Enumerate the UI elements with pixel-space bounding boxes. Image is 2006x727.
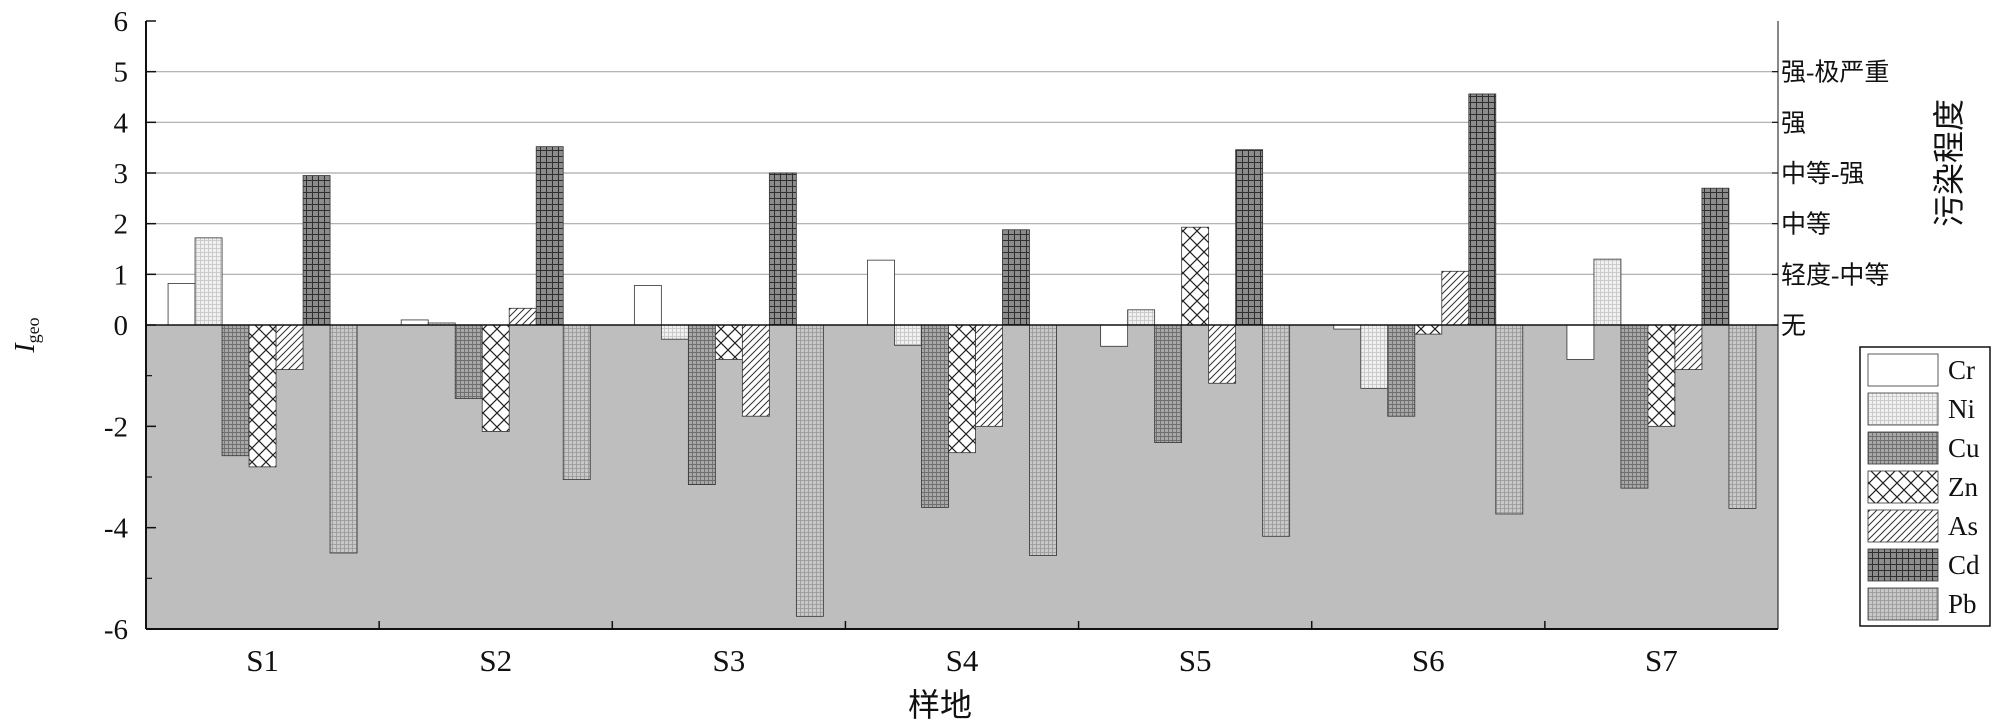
legend: Cr Ni Cu Zn As Cd Pb xyxy=(1859,346,1991,627)
legend-swatch-cd xyxy=(1867,548,1939,582)
y-tick-label: 3 xyxy=(114,158,129,190)
bar-zn-s5 xyxy=(1181,226,1210,326)
bar-zn-s6 xyxy=(1414,324,1443,335)
bar-cr-s1 xyxy=(167,283,196,326)
legend-label-ni: Ni xyxy=(1948,394,1975,424)
bar-zn-s1 xyxy=(248,324,277,468)
y-tick-label: 2 xyxy=(114,209,129,241)
x-tick-label-s3: S3 xyxy=(712,643,745,678)
y-tick-label: 6 xyxy=(114,6,129,38)
bar-cr-s2 xyxy=(400,319,429,326)
bar-as-s6 xyxy=(1441,270,1470,326)
bar-cu-s3 xyxy=(687,324,716,486)
legend-label-cu: Cu xyxy=(1948,433,1980,463)
bar-zn-s4 xyxy=(948,324,976,454)
x-tick-label-s5: S5 xyxy=(1179,643,1212,678)
pollution-level-label: 强-极严重 xyxy=(1781,59,1889,87)
legend-label-zn: Zn xyxy=(1948,472,1978,502)
legend-swatch-pb xyxy=(1867,587,1939,621)
x-tick-label-s2: S2 xyxy=(479,643,512,678)
y-tick-label: 1 xyxy=(114,259,129,291)
bar-cr-s5 xyxy=(1100,324,1129,347)
y-axis-label: Igeo xyxy=(10,317,43,353)
bar-as-s7 xyxy=(1674,324,1703,370)
bar-zn-s7 xyxy=(1647,324,1676,427)
bar-ni-s5 xyxy=(1127,309,1156,326)
x-tick-label-s7: S7 xyxy=(1645,643,1678,678)
legend-label-pb: Pb xyxy=(1948,589,1977,619)
x-tick-label-s1: S1 xyxy=(246,643,279,678)
x-axis-label: 样地 xyxy=(908,687,972,723)
bar-ni-s6 xyxy=(1360,324,1389,389)
right-axis-label: 污染程度 xyxy=(1931,99,1967,227)
y-tick-label: -2 xyxy=(104,411,128,443)
bar-as-s4 xyxy=(975,324,1003,427)
bar-cd-s4 xyxy=(1002,229,1030,326)
pollution-level-label: 无 xyxy=(1781,313,1806,340)
legend-swatch-ni xyxy=(1867,392,1939,426)
bar-as-s2 xyxy=(508,307,537,326)
bar-pb-s7 xyxy=(1728,324,1757,509)
bar-cd-s2 xyxy=(535,146,564,326)
y-tick-label: -4 xyxy=(104,513,129,545)
legend-swatch-cu xyxy=(1867,431,1939,465)
legend-label-cd: Cd xyxy=(1948,550,1980,580)
legend-swatch-cr xyxy=(1867,353,1939,387)
pollution-level-label: 强 xyxy=(1781,110,1806,137)
bar-cr-s4 xyxy=(867,259,895,326)
pollution-level-label: 轻度-中等 xyxy=(1781,261,1889,289)
bar-ni-s3 xyxy=(660,324,689,340)
bar-cu-s6 xyxy=(1387,324,1416,417)
legend-swatch-zn xyxy=(1867,470,1939,504)
bar-pb-s6 xyxy=(1495,324,1524,515)
x-tick-label-s4: S4 xyxy=(946,643,979,678)
bar-as-s3 xyxy=(741,324,770,417)
bar-as-s5 xyxy=(1208,324,1237,384)
legend-label-as: As xyxy=(1948,511,1978,541)
bar-pb-s2 xyxy=(562,324,591,480)
bar-cd-s5 xyxy=(1235,149,1264,326)
bar-pb-s3 xyxy=(795,324,824,617)
bar-cu-s2 xyxy=(454,324,483,399)
x-tick-label-s6: S6 xyxy=(1412,643,1445,678)
bar-as-s1 xyxy=(275,324,304,370)
legend-swatch-as xyxy=(1867,509,1939,543)
bar-cr-s3 xyxy=(633,285,662,326)
bar-ni-s4 xyxy=(894,324,922,346)
bar-cd-s3 xyxy=(768,172,797,326)
y-tick-label: 4 xyxy=(114,107,129,139)
bar-cd-s1 xyxy=(302,175,331,326)
bar-pb-s4 xyxy=(1029,324,1057,556)
bar-cu-s4 xyxy=(921,324,949,508)
y-tick-label: -6 xyxy=(104,614,128,646)
bar-cr-s7 xyxy=(1566,324,1595,360)
bar-cu-s7 xyxy=(1620,324,1649,489)
bar-ni-s7 xyxy=(1593,258,1622,326)
pollution-level-label: 中等 xyxy=(1781,211,1831,239)
y-tick-label: 0 xyxy=(114,310,129,342)
bar-cu-s1 xyxy=(221,324,250,457)
bar-cu-s5 xyxy=(1154,324,1183,443)
bar-zn-s2 xyxy=(481,324,510,432)
bar-pb-s5 xyxy=(1262,324,1291,537)
bar-pb-s1 xyxy=(329,324,358,554)
bar-cd-s6 xyxy=(1468,93,1497,326)
legend-label-cr: Cr xyxy=(1948,355,1975,385)
bar-zn-s3 xyxy=(714,324,743,360)
y-tick-label: 5 xyxy=(114,57,129,89)
bar-ni-s1 xyxy=(194,237,223,326)
bar-cd-s7 xyxy=(1701,187,1730,326)
pollution-level-label: 中等-强 xyxy=(1781,160,1864,188)
